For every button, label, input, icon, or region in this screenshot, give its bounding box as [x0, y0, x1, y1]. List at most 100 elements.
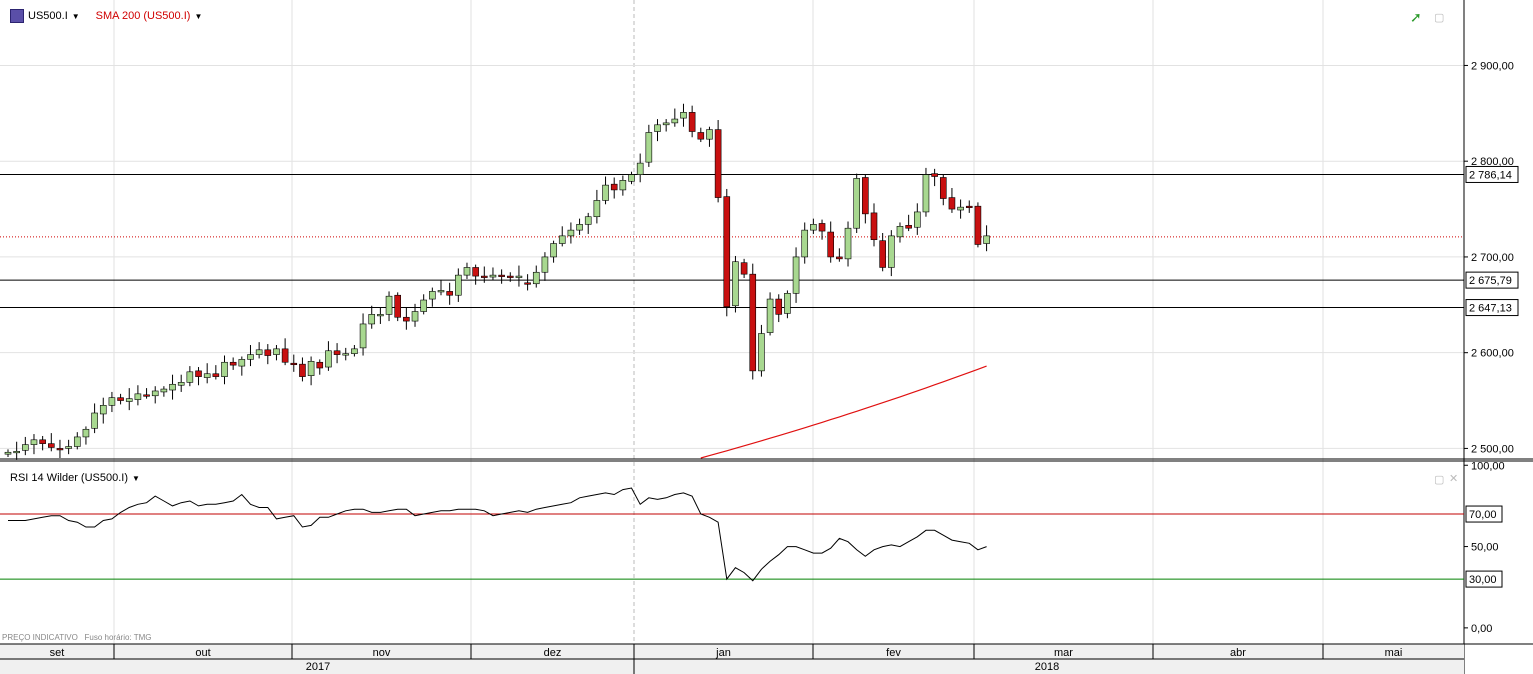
rsi-tick-label: 100,00	[1471, 460, 1505, 472]
candle-body	[792, 256, 800, 294]
candle-body	[73, 436, 81, 447]
candle-body	[307, 360, 315, 376]
candle-body	[610, 183, 618, 191]
candle-body	[584, 216, 592, 225]
candle-body	[195, 370, 202, 377]
candle-body	[498, 274, 505, 277]
candle-body	[377, 314, 384, 317]
month-label: mai	[1385, 647, 1403, 659]
rsi-maximize-icon[interactable]: ▢	[1434, 474, 1445, 486]
candle-body	[446, 291, 453, 296]
candle-body	[784, 293, 791, 314]
candle-body	[264, 349, 272, 356]
candle-body	[801, 229, 809, 258]
candle-body	[766, 298, 774, 333]
candle-body	[143, 394, 150, 397]
candle-body	[706, 129, 713, 140]
candle-body	[524, 282, 531, 285]
candle-body	[818, 223, 826, 232]
candle-body	[255, 349, 263, 355]
candle-body	[758, 333, 765, 372]
candle-body	[429, 291, 436, 300]
candle-body	[593, 200, 601, 218]
rsi-tick-label: 0,00	[1471, 623, 1492, 635]
candle-body	[342, 353, 350, 356]
candle-body	[22, 444, 29, 451]
candle-body	[723, 196, 731, 308]
candle-body	[541, 256, 549, 273]
month-label: nov	[373, 647, 391, 659]
symbol-dropdown-icon[interactable]: ▼	[71, 11, 80, 21]
candle-body	[47, 443, 55, 448]
candle-body	[65, 446, 72, 449]
candle-body	[688, 112, 696, 132]
candle-body	[4, 451, 12, 455]
candle-body	[628, 174, 635, 182]
candle-body	[957, 206, 964, 211]
candle-body	[229, 361, 237, 366]
candle-body	[39, 439, 46, 444]
candle-body	[654, 124, 661, 132]
symbol-label[interactable]: US500.I	[28, 10, 68, 22]
indicator-label[interactable]: SMA 200 (US500.I)	[95, 10, 191, 22]
candle-body	[836, 256, 843, 260]
indicator-dropdown-icon[interactable]: ▼	[194, 11, 203, 21]
price-tick-label: 2 800,00	[1471, 156, 1514, 168]
candle-body	[939, 177, 947, 199]
candle-body	[697, 132, 705, 140]
candle-body	[480, 275, 488, 278]
candle-body	[359, 323, 367, 349]
candle-body	[810, 224, 817, 231]
candle-body	[550, 243, 557, 258]
candle-body	[472, 267, 479, 277]
candle-body	[299, 363, 306, 377]
price-tick-label: 2 500,00	[1471, 443, 1514, 455]
candle-body	[221, 361, 228, 377]
rsi-level-box	[1465, 505, 1503, 523]
level-label-box	[1465, 271, 1519, 289]
candle-body	[30, 439, 38, 445]
candle-body	[351, 348, 358, 354]
month-label: abr	[1230, 647, 1246, 659]
candle-body	[186, 371, 194, 383]
price-tick-label: 2 700,00	[1471, 252, 1514, 264]
candle-body	[922, 174, 930, 213]
candle-body	[455, 274, 462, 296]
rsi-line	[8, 487, 987, 582]
candle-body	[896, 225, 904, 238]
rsi-level-label: 70,00	[1469, 509, 1497, 521]
trend-icon[interactable]: ➚	[1410, 9, 1422, 25]
candle-body	[82, 428, 90, 438]
maximize-icon[interactable]: ▢	[1434, 12, 1445, 24]
rsi-close-icon[interactable]: ✕	[1449, 473, 1459, 485]
rsi-title[interactable]: RSI 14 Wilder (US500.I)	[10, 472, 128, 484]
candle-body	[368, 314, 376, 325]
main-panel-header: US500.I ▼ SMA 200 (US500.I) ▼	[10, 9, 202, 23]
candle-body	[948, 197, 956, 210]
candle-body	[619, 180, 627, 191]
candle-body	[870, 212, 878, 241]
candle-body	[576, 224, 583, 231]
candle-body	[844, 227, 852, 260]
rsi-panel-header: RSI 14 Wilder (US500.I) ▼	[10, 472, 140, 484]
candle-body	[403, 316, 410, 322]
candle-body	[671, 118, 679, 124]
candle-body	[749, 273, 757, 372]
candle-body	[134, 393, 142, 400]
level-label: 2 647,13	[1469, 303, 1512, 315]
candle-body	[827, 231, 835, 258]
candle-body	[203, 373, 211, 378]
candle-body	[212, 373, 220, 377]
candle-body	[420, 299, 427, 312]
sma200-line	[700, 365, 987, 459]
rsi-dropdown-icon[interactable]: ▼	[131, 473, 140, 483]
candle-body	[273, 348, 280, 355]
candle-body	[879, 240, 886, 268]
candle-body	[888, 235, 895, 268]
candle-body	[983, 235, 990, 244]
candle-body	[99, 405, 107, 415]
level-label-box	[1465, 165, 1519, 183]
candle-body	[602, 184, 609, 201]
